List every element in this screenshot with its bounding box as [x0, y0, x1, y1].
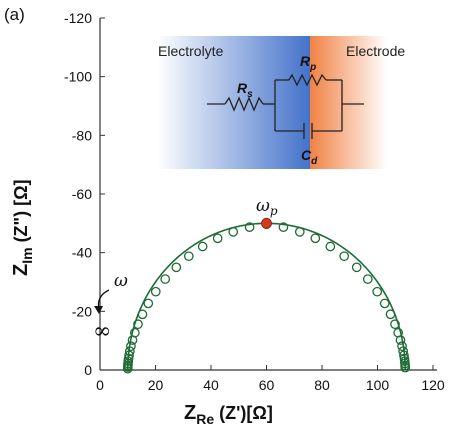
y-tick-label: -20	[72, 303, 92, 319]
y-axis-title: ZIm (Z") [Ω]	[10, 179, 35, 276]
data-point	[133, 319, 143, 330]
y-tick-label: -40	[72, 245, 92, 261]
data-point	[351, 262, 362, 273]
data-point	[197, 241, 208, 252]
omega-arrowhead	[94, 306, 103, 314]
panel-label: (a)	[4, 5, 25, 24]
data-point	[212, 233, 223, 244]
x-tick-label: 0	[96, 377, 104, 393]
data-point	[124, 346, 135, 357]
data-point	[124, 350, 134, 361]
data-point	[228, 226, 239, 237]
data-point	[400, 362, 411, 373]
electrode-region	[310, 36, 387, 169]
data-point	[325, 241, 336, 252]
data-point	[123, 353, 134, 364]
data-point	[126, 341, 136, 352]
data-point	[310, 233, 321, 244]
resistor-rp	[288, 73, 327, 87]
x-axis-title: ZRe (Z')[Ω]	[184, 402, 273, 427]
data-point	[398, 346, 409, 357]
data-point	[183, 251, 194, 262]
y-tick-label: -60	[72, 186, 92, 202]
resistor-rs	[224, 96, 264, 112]
data-point	[385, 309, 396, 320]
data-point	[244, 222, 255, 232]
x-tick-label: 60	[259, 377, 275, 393]
x-tick-label: 20	[148, 377, 164, 393]
data-point	[390, 319, 400, 330]
data-point	[160, 274, 171, 284]
data-point	[137, 309, 148, 320]
data-points-layer	[122, 217, 411, 374]
infinity-label: ∞	[93, 319, 111, 344]
tick-group: 0 20 40 60 80 100 120 0 -20 -40 -60 -80 -100 -120	[64, 10, 445, 393]
y-tick-label: -80	[72, 127, 92, 143]
data-point	[372, 286, 383, 297]
electrolyte-label: Electrolyte	[158, 43, 224, 59]
data-point	[294, 226, 305, 237]
x-tick-label: 40	[203, 377, 219, 393]
data-point	[339, 251, 350, 262]
x-tick-label: 80	[314, 377, 330, 393]
fit-curve-layer	[126, 222, 407, 371]
data-point	[129, 327, 140, 338]
omega-peak-label: ωp	[256, 196, 278, 218]
data-point	[150, 286, 161, 297]
equivalent-circuit	[207, 73, 364, 139]
x-tick-label: 100	[366, 377, 390, 393]
data-point	[171, 262, 182, 273]
electrode-label: Electrode	[346, 43, 405, 59]
data-point	[143, 298, 154, 309]
y-tick-label: 0	[84, 362, 92, 378]
rs-label: Rs	[237, 80, 253, 100]
peak-point	[261, 217, 272, 229]
omega-label: ω	[114, 271, 128, 291]
data-point	[397, 341, 407, 352]
data-point	[395, 335, 406, 345]
y-tick-label: -120	[64, 10, 92, 26]
x-tick-label: 120	[421, 377, 445, 393]
fit-curve-line	[126, 222, 407, 371]
cd-label: Cd	[301, 147, 318, 167]
data-point	[379, 298, 390, 309]
rp-label: Rp	[300, 53, 316, 73]
data-point	[278, 222, 289, 232]
y-tick-label: -100	[64, 69, 92, 85]
electrolyte-region	[157, 36, 310, 169]
data-point	[362, 274, 373, 284]
